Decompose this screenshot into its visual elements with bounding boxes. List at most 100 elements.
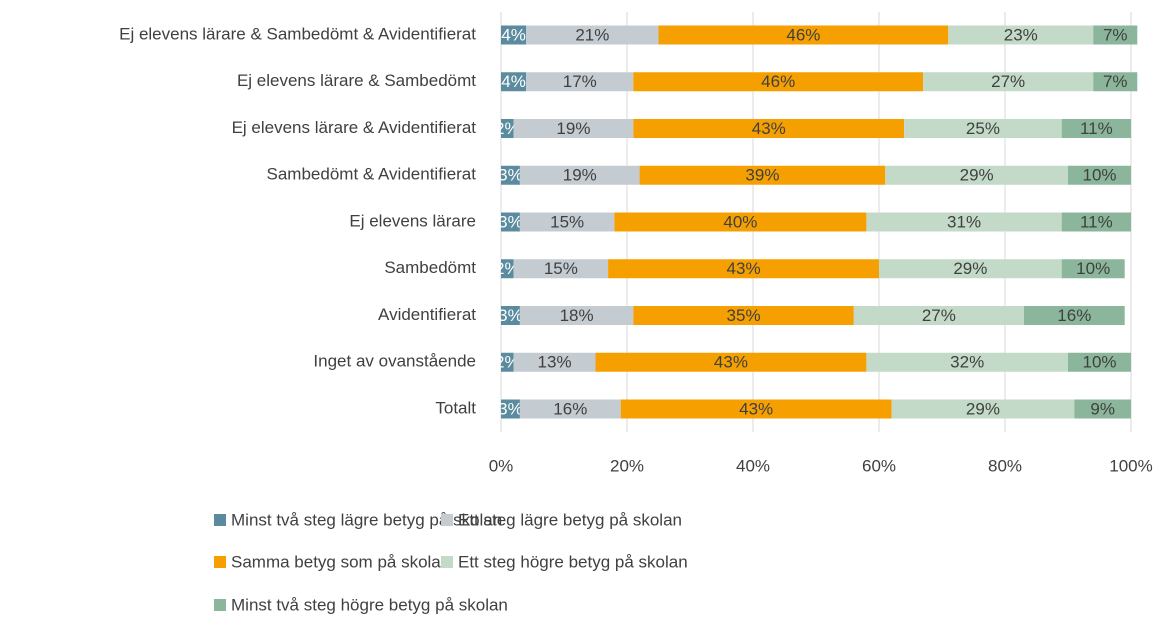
bar-segment [501,306,520,325]
bar-segment [904,119,1062,138]
value-label: 43% [714,353,748,372]
x-tick-label: 100% [1109,456,1152,475]
bar-segment [1093,72,1138,92]
bar-segment [633,72,924,92]
value-label: 2% [495,353,520,372]
bar-segment [501,72,527,92]
value-label: 46% [786,25,820,44]
bar-segment [853,306,1024,325]
bar-segment [501,165,520,185]
value-label: 3% [498,166,523,185]
y-tick-label: Totalt [435,398,476,417]
legend-label: Samma betyg som på skolan [231,552,450,571]
legend-swatch [214,514,226,526]
bar-segment [608,259,879,279]
bar-segment [891,399,1075,419]
value-label: 4% [501,72,526,91]
value-label: 19% [563,166,597,185]
bar-segment [501,352,514,372]
bar-segment [519,399,621,419]
bar-segment [501,119,514,138]
legend-label: Ett steg högre betyg på skolan [458,552,688,571]
x-tick-label: 20% [610,456,644,475]
bar-segment [633,119,905,138]
bar-segment [526,25,659,45]
value-label: 21% [575,25,609,44]
value-label: 3% [498,212,523,231]
value-label: 17% [563,72,597,91]
bar-segment [633,306,854,325]
legend-label: Minst två steg lägre betyg på skolan [231,510,502,529]
bar-segment [1061,119,1131,138]
value-label: 7% [1103,25,1128,44]
value-label: 10% [1082,166,1116,185]
value-label: 2% [495,259,520,278]
bar-segment [658,25,949,45]
value-label: 27% [922,306,956,325]
bar-segment [501,399,520,419]
value-label: 4% [501,25,526,44]
value-label: 40% [723,212,757,231]
bar-segment [1061,212,1131,232]
legend-swatch [214,556,226,568]
bar-segment [885,165,1068,185]
value-label: 3% [498,306,523,325]
bar-segment [1061,259,1125,279]
y-tick-label: Ej elevens lärare & Sambedömt & Avidenti… [119,24,476,43]
value-label: 19% [556,119,590,138]
value-label: 3% [498,399,523,418]
legend-swatch [441,556,453,568]
value-label: 25% [966,119,1000,138]
bar-segment [1074,399,1131,419]
legend-label: Ett steg lägre betyg på skolan [458,510,682,529]
bar-segment [501,25,527,45]
value-label: 9% [1090,399,1115,418]
value-label: 29% [960,166,994,185]
legend-swatch [441,514,453,526]
bar-segment [1068,165,1131,185]
value-label: 10% [1082,353,1116,372]
value-label: 29% [966,399,1000,418]
value-label: 10% [1076,259,1110,278]
bar-segment [519,212,615,232]
y-tick-label: Sambedömt [384,258,476,277]
value-label: 43% [727,259,761,278]
bar-segment [595,352,867,372]
y-tick-label: Ej elevens lärare [349,211,476,230]
value-label: 16% [1057,306,1091,325]
value-label: 16% [553,399,587,418]
value-label: 7% [1103,72,1128,91]
value-label: 35% [727,306,761,325]
value-label: 11% [1080,119,1113,138]
bar-segment [519,165,640,185]
value-label: 43% [739,399,773,418]
value-label: 23% [1004,25,1038,44]
bar-segment [1023,306,1125,325]
bar-segment [639,165,886,185]
value-label: 29% [953,259,987,278]
bar-segment [614,212,867,232]
bar-segment [620,399,892,419]
bar-segment [1068,352,1131,372]
y-tick-label: Ej elevens lärare & Sambedömt [237,71,476,90]
value-label: 46% [761,72,795,91]
value-label: 31% [947,212,981,231]
value-label: 15% [544,259,578,278]
x-tick-label: 80% [988,456,1022,475]
value-label: 32% [950,353,984,372]
bar-segment [923,72,1094,92]
bar-segment [1093,25,1138,45]
bar-segment [519,306,634,325]
bar-segment [513,119,634,138]
value-label: 18% [560,306,594,325]
y-tick-label: Avidentifierat [378,305,476,324]
y-tick-label: Ej elevens lärare & Avidentifierat [232,118,477,137]
value-label: 39% [745,166,779,185]
bar-segment [879,259,1062,279]
bar-segment [501,212,520,232]
bar-segment [526,72,634,92]
y-tick-label: Inget av ovanstående [313,352,476,371]
bar-segment [513,352,596,372]
bar-segment [501,259,514,279]
